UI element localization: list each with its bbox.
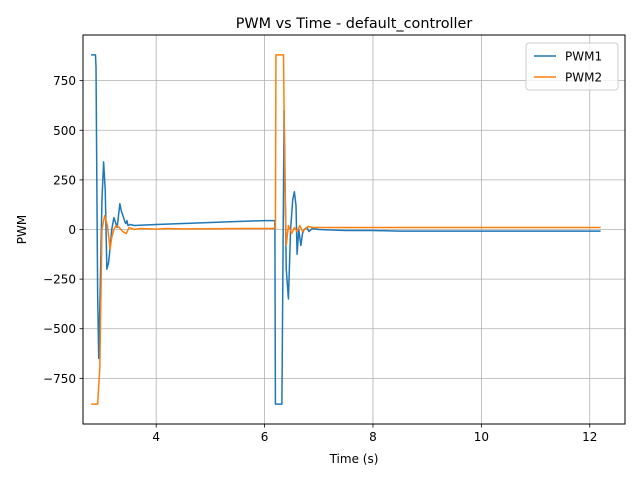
legend-label-pwm1: PWM1	[565, 50, 602, 64]
y-tick-label: 750	[53, 74, 76, 88]
series-line-pwm2	[91, 54, 601, 405]
legend: PWM1 PWM2	[525, 42, 619, 91]
legend-box	[525, 42, 619, 91]
y-tick-label: 250	[53, 173, 76, 187]
y-tick-label: 500	[53, 124, 76, 138]
x-tick-label: 8	[369, 430, 377, 444]
series-layer	[91, 54, 601, 405]
y-tick-label: −500	[43, 322, 76, 336]
y-tick-label: 0	[68, 223, 76, 237]
y-axis-label: PWM	[15, 215, 29, 244]
y-tick-label: −750	[43, 372, 76, 386]
x-tick-label: 6	[261, 430, 269, 444]
legend-label-pwm2: PWM2	[565, 71, 602, 85]
y-tick-label: −250	[43, 273, 76, 287]
grid	[83, 35, 625, 424]
x-tick-label: 10	[474, 430, 489, 444]
x-tick-label: 4	[152, 430, 160, 444]
x-tick-label: 12	[582, 430, 597, 444]
series-line-pwm1	[91, 54, 601, 405]
ticks: 4 6 8 10 12 −750 −500 −250 0 250 500 750	[43, 74, 597, 444]
chart-title: PWM vs Time - default_controller	[236, 16, 473, 32]
x-axis-label: Time (s)	[329, 452, 379, 466]
